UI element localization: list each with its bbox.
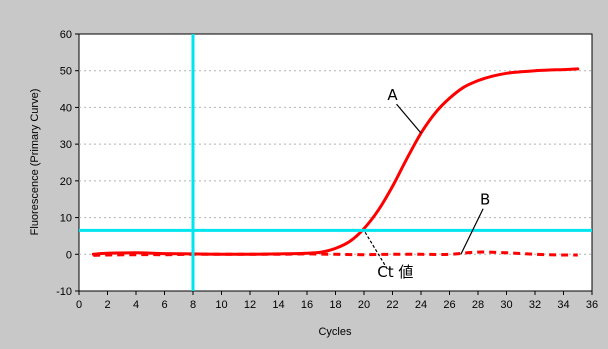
- y-tick-label: 10: [60, 213, 72, 225]
- x-axis-title: Cycles: [318, 326, 352, 338]
- x-tick-label: 14: [272, 299, 284, 311]
- y-tick-label: 50: [60, 66, 72, 78]
- x-tick-label: 16: [301, 299, 313, 311]
- y-tick-label: 60: [60, 29, 72, 41]
- annotation-label: Ct 値: [377, 263, 413, 281]
- x-tick-label: 4: [133, 299, 139, 311]
- annotation-leader: [363, 230, 388, 270]
- y-tick-label: 30: [60, 139, 72, 151]
- annotation-label: A: [387, 86, 398, 104]
- x-tick-label: 2: [104, 299, 110, 311]
- x-tick-label: 36: [586, 299, 598, 311]
- y-tick-label: 0: [66, 249, 72, 261]
- x-tick-label: 24: [415, 299, 427, 311]
- series-line-dashed: [93, 250, 578, 257]
- x-tick-label: 10: [215, 299, 227, 311]
- y-tick-label: 20: [60, 176, 72, 188]
- x-tick-label: 12: [244, 299, 256, 311]
- x-tick-label: 0: [76, 299, 82, 311]
- x-tick-label: 32: [529, 299, 541, 311]
- x-tick-label: 6: [161, 299, 167, 311]
- x-tick-label: 28: [472, 299, 484, 311]
- x-tick-label: 26: [443, 299, 455, 311]
- x-tick-label: 20: [358, 299, 370, 311]
- x-tick-label: 30: [500, 299, 512, 311]
- x-tick-label: 8: [190, 299, 196, 311]
- annotation-leader: [396, 103, 422, 134]
- y-axis-title: Fluorescence (Primary Curve): [29, 89, 41, 236]
- y-axis-ticks: -10 0 10 20 30 40 50 60: [56, 29, 79, 298]
- x-axis-ticks: 0 2 4 6 8 10 12 14 16 18 20 22 24 26 28 30 32 34 36: [76, 291, 598, 311]
- y-tick-label: 40: [60, 102, 72, 114]
- x-tick-label: 22: [386, 299, 398, 311]
- series-group: [91, 67, 580, 257]
- x-tick-label: 18: [329, 299, 341, 311]
- annotations: A B Ct 値: [363, 86, 490, 281]
- annotation-leader: [460, 208, 484, 255]
- annotation-label: B: [480, 191, 490, 209]
- y-tick-label: -10: [56, 286, 72, 298]
- x-tick-label: 34: [557, 299, 569, 311]
